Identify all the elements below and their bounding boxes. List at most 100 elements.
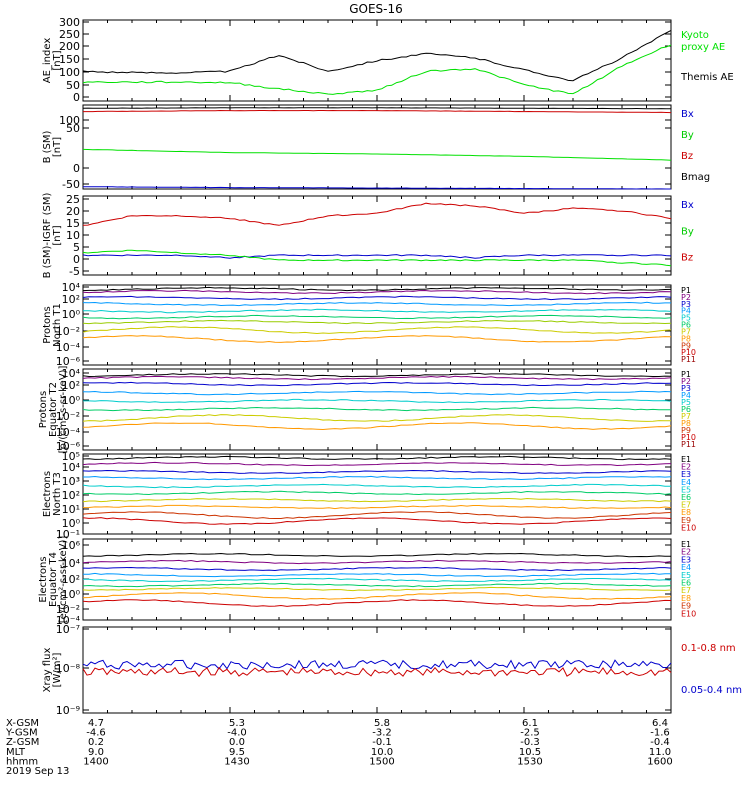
legend-item: P3	[681, 384, 691, 393]
legend-item: P5	[681, 398, 691, 407]
footer-value: -0.1	[372, 737, 392, 748]
legend-item: E1	[681, 540, 691, 549]
series-line	[82, 295, 672, 301]
series-line	[83, 572, 671, 578]
y-tick-label: 10⁴	[62, 281, 81, 294]
y-axis-label: [nT]	[52, 225, 63, 245]
y-tick-label: 10²	[62, 379, 80, 392]
legend-item: P6	[681, 405, 691, 414]
y-tick-label: 10⁴	[62, 461, 81, 474]
y-tick-label: 10⁻⁸	[56, 662, 81, 675]
y-tick-label: 300	[59, 16, 80, 29]
y-tick-label: 100	[59, 66, 80, 79]
y-tick-label: 10⁻⁴	[56, 614, 81, 627]
series-line	[82, 511, 672, 519]
y-axis-label: Electrons	[42, 471, 53, 517]
y-tick-label: 0	[73, 253, 80, 266]
legend-item: P9	[681, 426, 691, 435]
footer-value: -0.3	[520, 737, 540, 748]
footer-label: 2019 Sep 13	[6, 766, 69, 777]
series-line	[82, 483, 671, 489]
legend-item: P8	[681, 334, 691, 343]
y-tick-label: 10²	[62, 489, 80, 502]
legend-item: P7	[681, 327, 691, 336]
series-line	[82, 254, 672, 259]
footer-value: 11.0	[649, 747, 671, 758]
legend-item: By	[681, 130, 694, 141]
panel-frame	[82, 626, 672, 714]
legend-item: P2	[681, 377, 691, 386]
legend-item: P9	[681, 341, 691, 350]
y-tick-label: 10⁻⁴	[56, 341, 81, 354]
legend-item: E8	[681, 508, 691, 517]
legend-item: P1	[681, 370, 691, 379]
y-tick-label: 10⁻⁹	[56, 704, 80, 717]
legend-item: P7	[681, 412, 691, 421]
y-tick-label: 10⁵	[62, 450, 80, 463]
series-line	[82, 289, 672, 295]
legend-item: E9	[681, 602, 691, 611]
y-tick-label: 100	[59, 114, 80, 127]
legend-item: E3	[681, 555, 691, 564]
y-tick-label: 10²	[62, 293, 80, 306]
series-line	[82, 461, 672, 467]
legend-item: P8	[681, 419, 691, 428]
y-tick-label: 10⁰	[62, 308, 81, 321]
series-group-en	[82, 455, 672, 525]
series-line	[82, 504, 672, 510]
legend-item: E2	[681, 548, 691, 557]
y-tick-label: 50	[66, 122, 80, 135]
series-line	[82, 586, 672, 592]
series-line	[82, 490, 672, 496]
y-tick-label: 50	[66, 79, 80, 92]
series-line	[82, 319, 672, 325]
legend-item: E9	[681, 516, 691, 525]
y-axis-label: Xray flux	[42, 648, 53, 693]
footer-value: 0.2	[88, 737, 104, 748]
footer-label: hhmm	[6, 756, 38, 767]
legend-item: P10	[681, 433, 696, 442]
chart-title: GOES-16	[349, 2, 403, 16]
y-tick-label: 10⁻¹	[56, 528, 80, 541]
series-line	[82, 469, 672, 474]
y-axis-label: Equator T2	[48, 382, 59, 437]
y-tick-label: 5	[73, 241, 80, 254]
y-axis-label: [nT]	[52, 137, 63, 157]
y-tick-label: 10⁴	[62, 367, 81, 380]
footer-value: 10.5	[519, 747, 541, 758]
footer-value: -2.5	[520, 728, 540, 739]
footer-label: MLT	[6, 747, 26, 758]
footer-value: -0.4	[650, 737, 670, 748]
legend-item: Bmag	[681, 172, 710, 183]
legend-item: E10	[681, 523, 696, 532]
series-line	[82, 44, 672, 95]
y-tick-label: 200	[59, 40, 80, 53]
legend-item: E5	[681, 485, 691, 494]
legend-item: E7	[681, 586, 691, 595]
series-line	[82, 381, 672, 387]
series-group-ee	[82, 552, 672, 607]
legend-item: E3	[681, 470, 691, 479]
series-line	[82, 372, 672, 378]
series-line	[82, 148, 672, 161]
series-line	[82, 666, 672, 678]
legend-item: By	[681, 226, 694, 237]
y-tick-label: 10⁶	[62, 539, 81, 552]
footer-value: 9.5	[229, 747, 245, 758]
y-tick-label: 10⁻⁷	[56, 623, 80, 636]
legend-item: E4	[681, 563, 691, 572]
footer-value: 1530	[517, 756, 542, 767]
series-line	[83, 475, 672, 481]
y-tick-label: 250	[59, 28, 80, 41]
series-line	[82, 326, 672, 335]
footer-value: 1400	[83, 756, 108, 767]
series-group-bsm	[82, 107, 672, 190]
y-tick-label: 10⁰	[62, 517, 81, 530]
footer-value: -1.6	[650, 728, 670, 739]
legend-item: P5	[681, 314, 691, 323]
